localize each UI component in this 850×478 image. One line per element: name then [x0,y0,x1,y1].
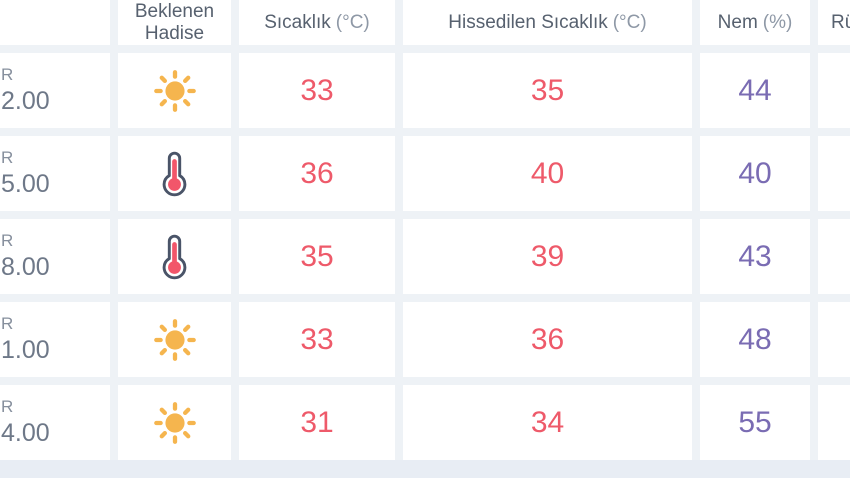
column-header-unit: (°C) [612,11,647,33]
hour-label: 5.00 [1,169,50,198]
bottom-strip [0,460,850,478]
humidity-value: 44 [700,53,810,128]
column-header-feels-like: Hissedilen Sıcaklık (°C) [403,0,692,45]
time-cell: R 5.00 [0,136,110,211]
feels-like-value: 39 [403,219,692,294]
time-cell: R 2.00 [0,53,110,128]
weather-icon-cell [118,53,231,128]
thermometer-icon [162,234,187,279]
time-cell: R 4.00 [0,385,110,460]
humidity-value: 55 [700,385,810,460]
weather-icon [152,68,198,114]
time-cell: R 8.00 [0,219,110,294]
hour-label: 2.00 [1,86,50,115]
humidity-value: 43 [700,219,810,294]
time-cell: R 1.00 [0,302,110,377]
wind-value-cell [818,385,850,460]
feels-like-value: 35 [403,53,692,128]
weather-icon [162,151,187,197]
wind-value-cell [818,53,850,128]
sun-icon [153,69,196,112]
day-label: R [1,148,14,168]
sun-icon [153,318,196,361]
temperature-value: 31 [239,385,395,460]
weather-icon-cell [118,136,231,211]
humidity-value: 48 [700,302,810,377]
day-label: R [1,314,14,334]
weather-icon-cell [118,219,231,294]
column-header-time [0,0,110,45]
weather-icon [162,234,187,280]
temperature-value: 33 [239,302,395,377]
temperature-value: 36 [239,136,395,211]
temperature-value: 35 [239,219,395,294]
weather-icon-cell [118,385,231,460]
column-header-unit: (°C) [335,11,370,33]
temperature-value: 33 [239,53,395,128]
feels-like-value: 40 [403,136,692,211]
forecast-grid: Beklenen Hadise Sıcaklık (°C) Hissedilen… [0,0,850,460]
feels-like-value: 36 [403,302,692,377]
wind-value-cell [818,302,850,377]
column-header-label: Beklenen Hadise [134,1,215,44]
day-label: R [1,65,14,85]
column-header-label: Rü [831,11,850,33]
column-header-label: Sıcaklık [264,11,331,33]
sun-icon [153,401,196,444]
day-label: R [1,231,14,251]
weather-icon [152,400,198,446]
day-label: R [1,397,14,417]
hour-label: 1.00 [1,335,50,364]
hour-label: 4.00 [1,418,50,447]
column-header-wind: Rü [818,0,850,45]
column-header-expected-event: Beklenen Hadise [118,0,231,45]
column-header-label: Hissedilen Sıcaklık [448,11,608,33]
wind-value-cell [818,219,850,294]
humidity-value: 40 [700,136,810,211]
column-header-temperature: Sıcaklık (°C) [239,0,395,45]
feels-like-value: 34 [403,385,692,460]
column-header-humidity: Nem (%) [700,0,810,45]
thermometer-icon [162,151,187,196]
column-header-label: Nem [717,11,758,33]
wind-value-cell [818,136,850,211]
hour-label: 8.00 [1,252,50,281]
column-header-unit: (%) [762,11,793,33]
weather-icon [152,317,198,363]
weather-icon-cell [118,302,231,377]
